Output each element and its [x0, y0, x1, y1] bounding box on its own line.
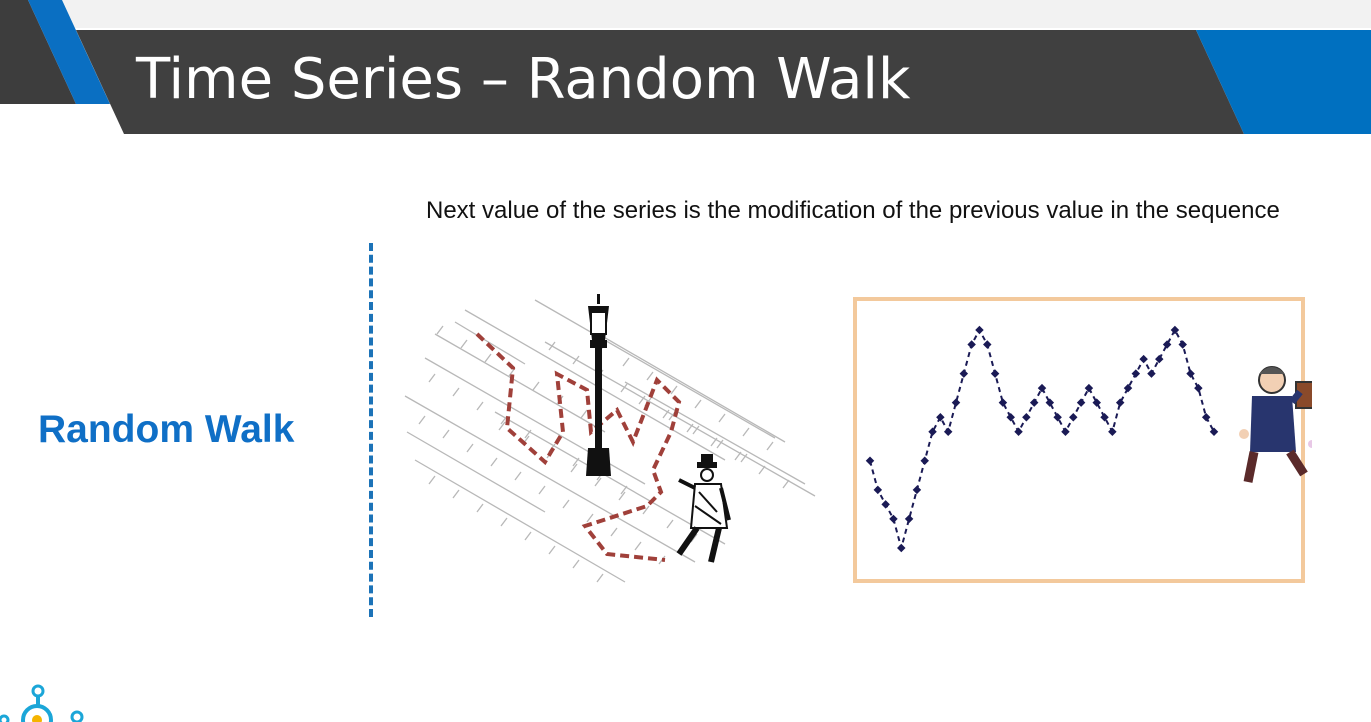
data-point: [928, 427, 937, 436]
definition-text: Next value of the series is the modifica…: [426, 197, 1280, 224]
header-right-blue-block: [1196, 30, 1371, 134]
data-point: [990, 369, 1000, 378]
data-point: [1006, 412, 1015, 422]
data-point: [912, 485, 922, 495]
data-point: [1131, 369, 1141, 378]
header-dark-bar: [76, 30, 1244, 134]
walking-man-icon: [676, 454, 731, 563]
chart-frame: [853, 297, 1305, 583]
data-point: [975, 325, 984, 335]
random-walk-chart: [853, 297, 1312, 583]
header-left-blue-stripe: [28, 0, 110, 104]
data-point: [1209, 427, 1219, 436]
data-point: [1100, 412, 1109, 422]
header-banner: [0, 0, 1371, 134]
data-point: [1045, 398, 1055, 407]
data-point: [1115, 398, 1125, 407]
data-point: [1061, 427, 1070, 436]
data-point: [1201, 412, 1211, 422]
vertical-dashed-divider: [369, 243, 373, 617]
man-with-mug-icon: [1239, 366, 1312, 483]
series-line: [869, 327, 1215, 552]
data-point: [1123, 383, 1133, 393]
cobblestone-grid: [404, 299, 816, 583]
data-point: [1014, 427, 1023, 436]
slide-title: Time Series – Random Walk: [136, 47, 911, 112]
data-point: [1194, 383, 1203, 393]
bulb-logo-icon: [0, 684, 84, 722]
random-walk-heading: Random Walk: [38, 408, 295, 451]
header-left-dark-block: [0, 0, 76, 104]
drunkard-walk-illustration: [404, 294, 816, 583]
data-point: [920, 456, 929, 466]
random-walk-path: [475, 332, 682, 562]
header-top-strip: [0, 0, 1371, 28]
data-point: [904, 514, 914, 524]
data-point: [998, 398, 1008, 407]
data-point: [889, 514, 898, 524]
data-point: [1037, 383, 1047, 393]
data-point: [1029, 398, 1039, 407]
street-lamp-icon: [586, 294, 611, 476]
data-point: [1108, 427, 1117, 436]
